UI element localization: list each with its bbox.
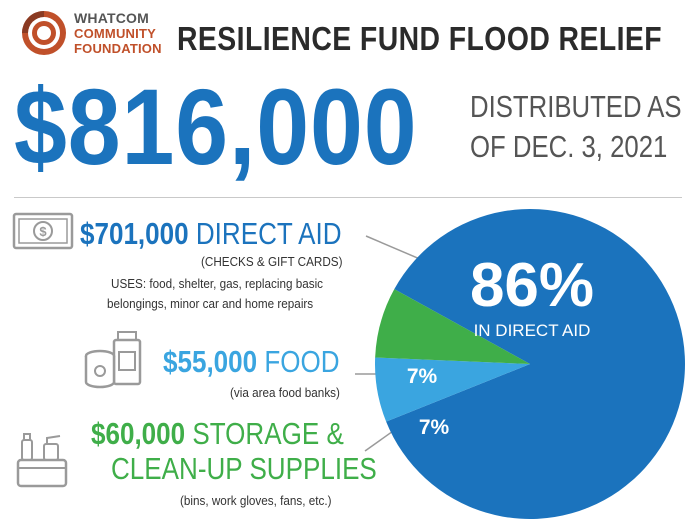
direct-aid-label: DIRECT AID [195,216,342,251]
cleaning-caddy-icon [16,433,68,488]
foundation-logo-icon [22,11,66,55]
supplies-label-line-2: CLEAN-UP SUPPLIES [111,451,377,486]
supplies-label-line-1: STORAGE & [192,416,344,451]
food-cans-icon [84,331,142,389]
supplies-heading-line-1: $60,000 STORAGE & [91,416,344,452]
pie-slice-direct-aid [386,208,685,519]
foundation-logo-text: WHATCOM COMMUNITY FOUNDATION [74,10,162,57]
total-amount: $816,000 [14,66,418,187]
pie-label-supplies: 7% [419,416,450,439]
pie-label-food: 7% [407,365,438,388]
supplies-amount: $60,000 [91,416,186,451]
page-title: RESILIENCE FUND FLOOD RELIEF [177,20,663,57]
direct-aid-uses-line-2: belongings, minor car and home repairs [107,296,314,311]
direct-aid-heading: $701,000 DIRECT AID [80,216,342,252]
logo-line-3: FOUNDATION [74,41,162,56]
food-note: (via area food banks) [230,385,340,400]
total-caption-line-2: OF DEC. 3, 2021 [470,129,668,164]
direct-aid-note: (CHECKS & GIFT CARDS) [201,254,343,269]
pie-slice-supplies [375,289,530,364]
total-caption: DISTRIBUTED AS OF DEC. 3, 2021 [470,87,682,167]
pie-label-direct-aid: 86% [470,251,594,320]
pie-slice-food [375,357,530,422]
direct-aid-amount: $701,000 [80,216,189,251]
food-label: FOOD [264,344,340,379]
supplies-note: (bins, work gloves, fans, etc.) [180,493,332,508]
logo-line-2: COMMUNITY [74,26,156,41]
total-caption-line-1: DISTRIBUTED AS [470,89,682,124]
food-amount: $55,000 [163,344,258,379]
direct-aid-uses-line-1: USES: food, shelter, gas, replacing basi… [111,276,324,291]
logo-line-1: WHATCOM [74,10,150,26]
food-heading: $55,000 FOOD [163,344,340,380]
svg-text:$: $ [39,224,47,239]
money-icon: $ [12,212,74,250]
pie-sublabel-direct-aid: IN DIRECT AID [474,321,591,340]
divider [14,197,682,198]
